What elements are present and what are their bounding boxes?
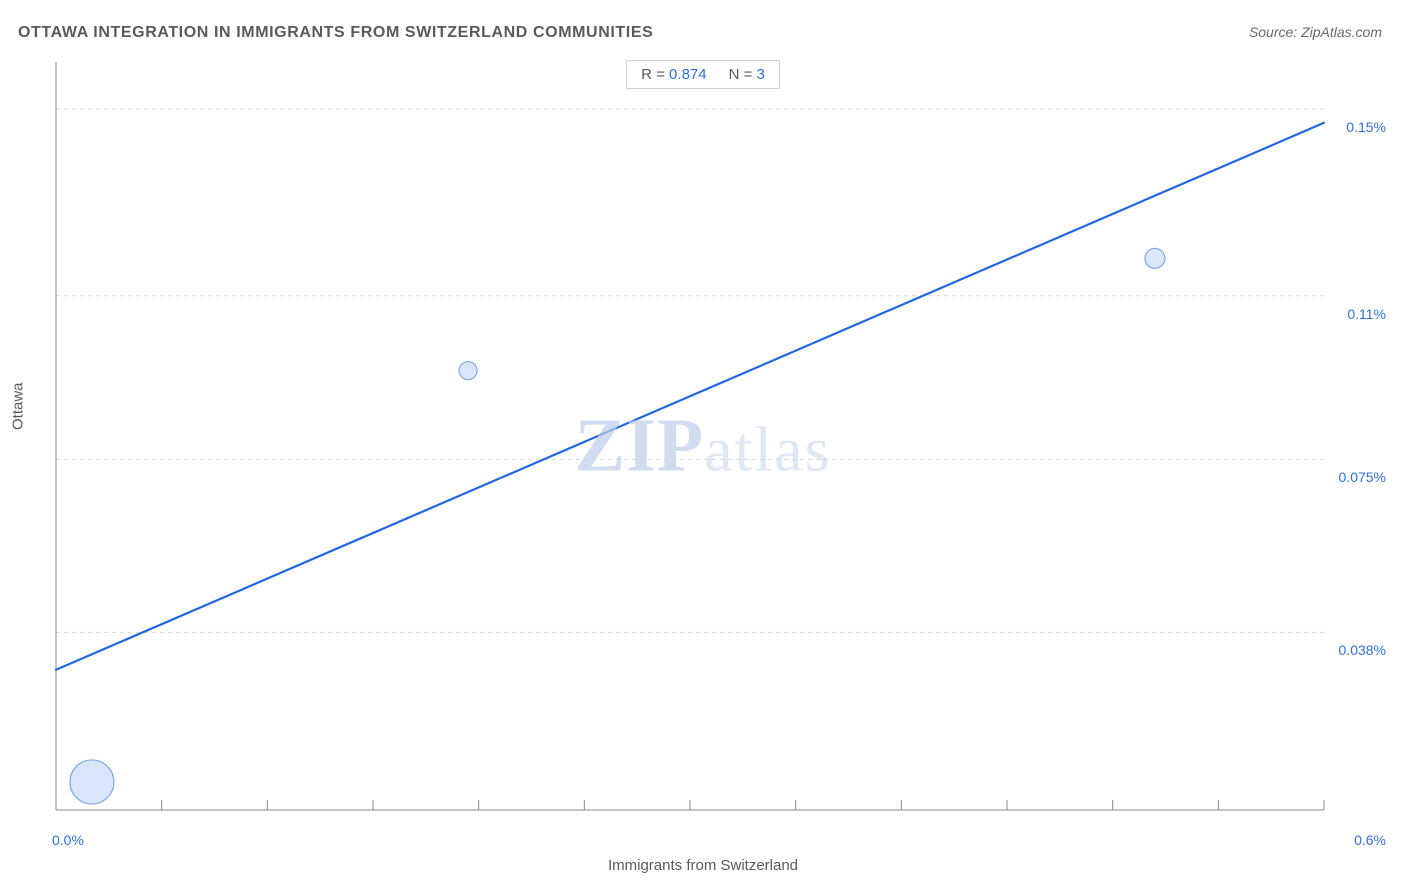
x-tick-label-max: 0.6% xyxy=(1354,832,1386,848)
stat-n-value: 3 xyxy=(757,66,765,83)
x-tick-label-min: 0.0% xyxy=(52,832,84,848)
y-tick-label-1: 0.075% xyxy=(1339,469,1386,485)
y-tick-label-2: 0.11% xyxy=(1347,306,1386,322)
chart-title: OTTAWA INTEGRATION IN IMMIGRANTS FROM SW… xyxy=(18,24,653,42)
stat-r: R = 0.874 xyxy=(641,66,706,83)
chart-svg xyxy=(50,56,1330,816)
y-axis-title: Ottawa xyxy=(10,382,27,430)
y-tick-label-0: 0.038% xyxy=(1339,642,1386,658)
stat-n: N = 3 xyxy=(729,66,765,83)
x-axis-title: Immigrants from Switzerland xyxy=(608,857,798,874)
stat-r-value: 0.874 xyxy=(669,66,707,83)
stat-r-label: R = xyxy=(641,66,665,83)
stats-box: R = 0.874 N = 3 xyxy=(626,60,780,89)
y-tick-label-3: 0.15% xyxy=(1346,119,1386,135)
chart-source: Source: ZipAtlas.com xyxy=(1249,24,1382,40)
stat-n-label: N = xyxy=(729,66,753,83)
plot-area xyxy=(50,56,1330,816)
